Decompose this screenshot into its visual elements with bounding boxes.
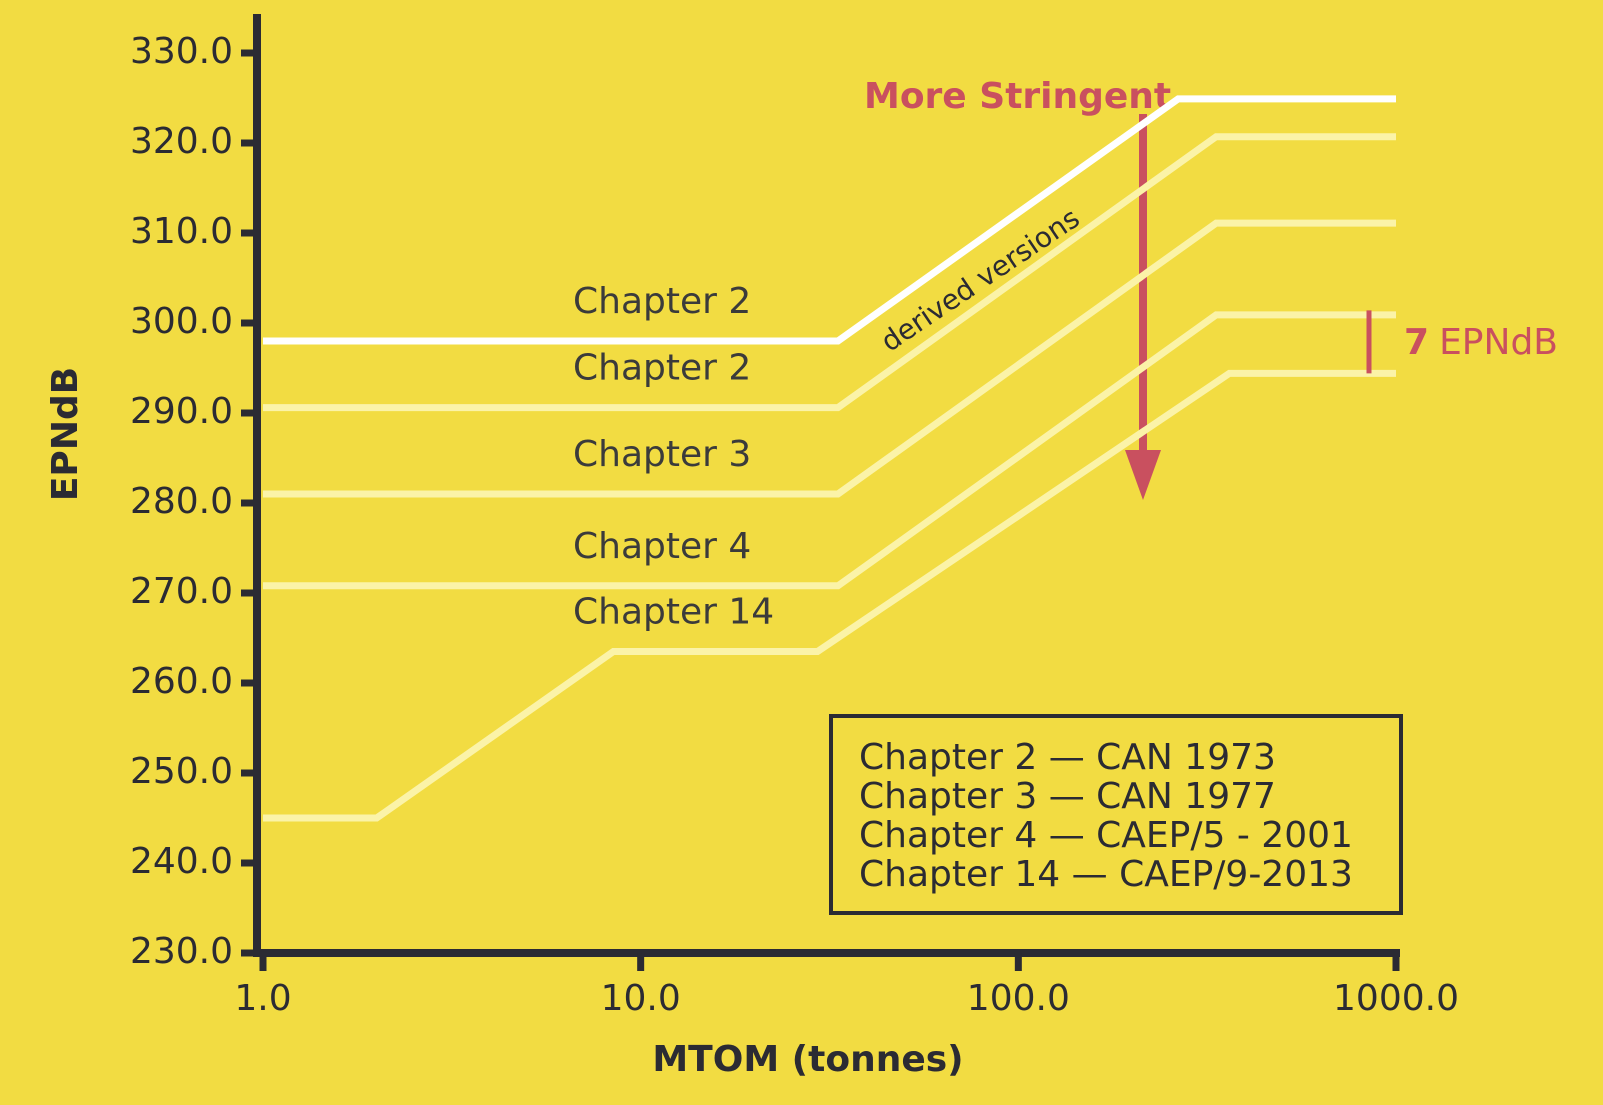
y-tick-label: 240.0 <box>130 841 233 882</box>
y-tick-label: 230.0 <box>130 931 233 972</box>
x-axis-title: MTOM (tonnes) <box>652 1039 963 1080</box>
y-axis-title: EPNdB <box>45 367 86 501</box>
series-line <box>263 311 1396 590</box>
y-tick-label: 270.0 <box>130 571 233 612</box>
difference-value: 7 <box>1404 322 1429 363</box>
y-tick-label: 260.0 <box>130 661 233 702</box>
x-tick-label: 1000.0 <box>1333 978 1459 1019</box>
x-tick-label: 10.0 <box>601 978 681 1019</box>
y-tick-label: 250.0 <box>130 751 233 792</box>
series-label: Chapter 4 <box>573 526 751 567</box>
series-line <box>263 95 1396 345</box>
x-tick-label: 1.0 <box>234 978 291 1019</box>
difference-unit: EPNdB <box>1439 322 1558 363</box>
series-label: Chapter 14 <box>573 592 774 633</box>
note: Chapter 3 — CAN 1977 <box>859 776 1276 817</box>
series-line <box>263 133 1396 412</box>
notes-box <box>829 714 1403 915</box>
y-tick-label: 320.0 <box>130 121 233 162</box>
series-line <box>263 219 1396 498</box>
stringent-arrowhead <box>1125 450 1161 500</box>
note: Chapter 2 — CAN 1973 <box>859 737 1276 778</box>
x-tick-label: 100.0 <box>967 978 1070 1019</box>
y-tick-label: 310.0 <box>130 211 233 252</box>
difference-label: 7 EPNdB <box>1404 322 1558 363</box>
note: Chapter 14 — CAEP/9-2013 <box>859 854 1353 895</box>
y-tick-label: 300.0 <box>130 301 233 342</box>
y-tick-label: 330.0 <box>130 31 233 72</box>
series-label: Chapter 2 <box>573 281 751 322</box>
y-tick-label: 290.0 <box>130 391 233 432</box>
y-tick-label: 280.0 <box>130 481 233 522</box>
series-line <box>263 369 1396 822</box>
series-label: Chapter 2 <box>573 348 751 389</box>
series-label: Chapter 3 <box>573 434 751 475</box>
stringent-label: More Stringent <box>864 76 1171 117</box>
note: Chapter 4 — CAEP/5 - 2001 <box>859 815 1353 856</box>
